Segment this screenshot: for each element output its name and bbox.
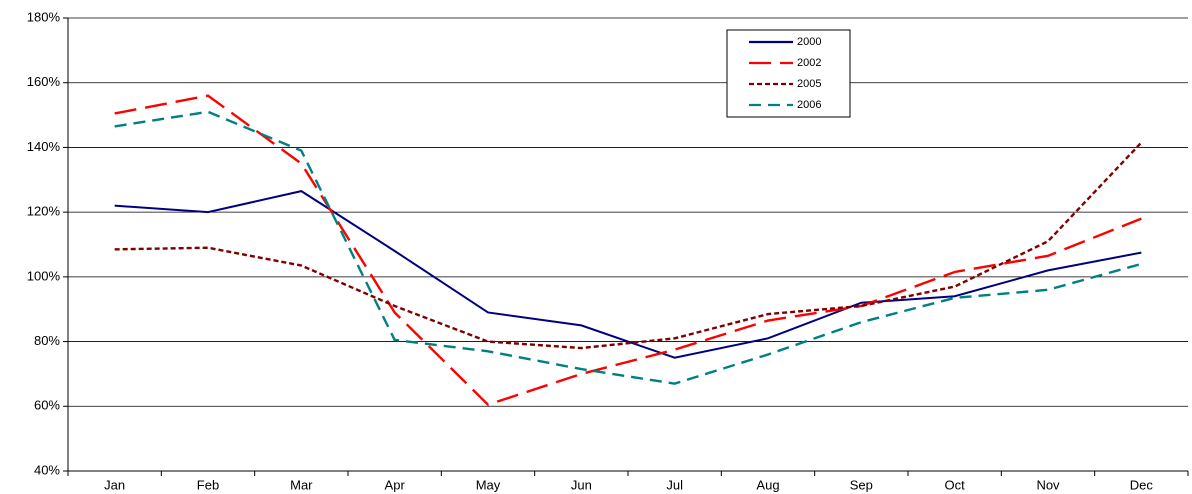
legend-box	[726, 29, 851, 118]
x-tick-label: Apr	[385, 477, 406, 492]
x-tick-label: Oct	[945, 477, 966, 492]
y-tick-label: 80%	[34, 333, 60, 348]
y-tick-label: 140%	[27, 139, 61, 154]
y-tick-label: 160%	[27, 74, 61, 89]
x-tick-label: Nov	[1036, 477, 1060, 492]
x-tick-label: Feb	[197, 477, 219, 492]
x-tick-label: Dec	[1130, 477, 1154, 492]
x-tick-label: Jul	[666, 477, 683, 492]
legend-label: 2000	[797, 36, 821, 48]
series-line	[114, 141, 1143, 350]
legend-label: 2006	[797, 99, 821, 111]
x-tick-label: Mar	[290, 477, 313, 492]
y-tick-label: 100%	[27, 268, 61, 283]
y-tick-label: 40%	[34, 462, 60, 477]
x-tick-label: Jan	[104, 477, 125, 492]
series-line	[114, 94, 1142, 407]
x-tick-label: May	[476, 477, 501, 492]
legend-label: 2005	[797, 78, 821, 90]
y-tick-label: 180%	[27, 9, 61, 24]
x-tick-label: Aug	[756, 477, 779, 492]
series-line	[114, 190, 1142, 359]
series-line	[114, 110, 1142, 385]
legend: 2000 2002 2005 2006	[726, 29, 851, 118]
x-tick-label: Jun	[571, 477, 592, 492]
x-tick-label: Sep	[850, 477, 873, 492]
legend-label: 2002	[797, 57, 821, 69]
y-tick-label: 120%	[27, 204, 61, 219]
y-tick-label: 60%	[34, 398, 60, 413]
